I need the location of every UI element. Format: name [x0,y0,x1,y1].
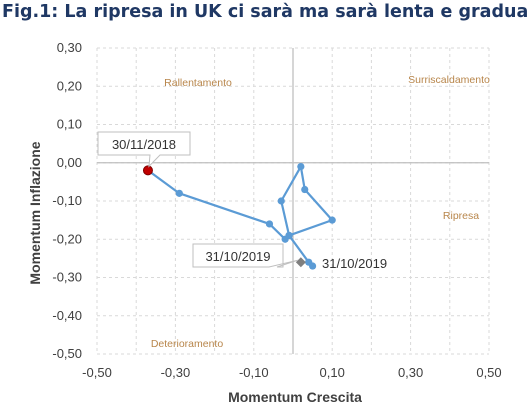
callouts: 30/11/2018 31/10/2019 31/10/2019 [97,131,387,271]
y-tick-label: -0,10 [52,193,82,208]
comparison-point-marker [295,257,306,268]
comparison-callout-box [192,243,298,268]
data-point [297,162,305,171]
data-point [328,216,336,224]
start-point-marker [142,165,153,176]
quadrant-label-deterioramento: Deterioramento [151,338,224,350]
y-tick-label: 0,10 [57,117,82,132]
start-callout-box [97,131,191,168]
y-tick-label: 0,30 [57,40,82,55]
y-tick-label: 0,00 [57,155,82,170]
data-point [175,189,183,197]
start-callout-label: 30/11/2018 [112,137,176,152]
x-tick-label: 0,10 [320,365,345,380]
data-point [301,185,309,194]
data-point [309,262,317,270]
y-tick-label: -0,40 [52,308,82,323]
quadrant-labels: Rallentamento Surriscaldamento Ripresa Dete… [151,74,490,350]
x-tick-label: 0,50 [476,365,501,380]
y-tick-label: -0,20 [52,231,82,246]
page-title: Fig.1: La ripresa in UK ci sarà ma sarà … [2,2,527,22]
y-tick-label: 0,20 [57,78,82,93]
quadrant-label-surriscaldamento: Surriscaldamento [408,74,490,86]
data-point [285,231,293,240]
x-tick-label: -0,50 [82,365,112,380]
series-path-line [147,165,334,267]
comparison-callout-label: 31/10/2019 [205,249,270,264]
axes [97,48,489,354]
x-axis-title: Momentum Crescita [228,389,362,405]
x-tick-label: -0,10 [239,365,269,380]
y-axis-title: Momentum Inflazione [27,141,43,284]
tick-labels: 0,30 0,20 0,10 0,00 -0,10 -0,20 -0,30 -0,40 -0,5… [52,40,501,380]
data-point [277,197,285,205]
series [142,162,336,270]
end-point-label: 31/10/2019 [322,256,387,271]
y-tick-label: -0,30 [52,270,82,285]
x-tick-label: 0,30 [398,365,423,380]
data-point [265,220,274,228]
x-tick-label: -0,30 [161,365,191,380]
y-tick-label: -0,50 [52,346,82,361]
quadrant-label-rallentamento: Rallentamento [164,77,232,89]
quadrant-label-ripresa: Ripresa [443,210,479,222]
